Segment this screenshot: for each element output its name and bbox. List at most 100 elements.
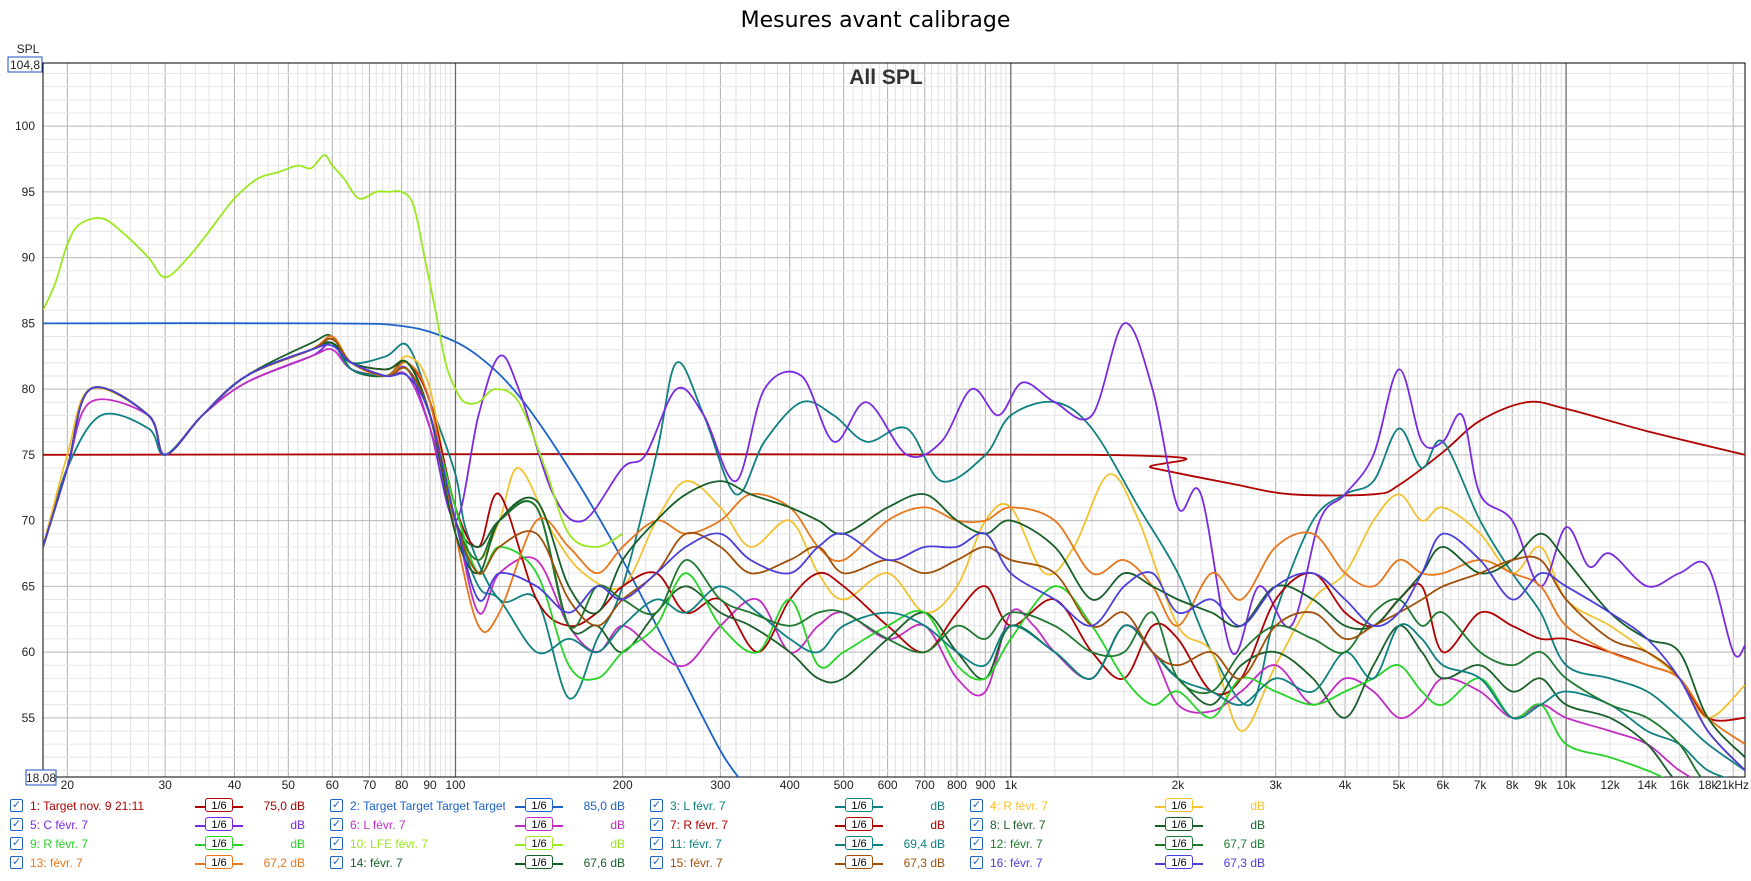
legend-smoothing-1[interactable]: 1/6 [195,798,243,814]
legend-label-4[interactable]: 4: R févr. 7 [990,799,1049,813]
plot-area[interactable]: 55 60 65 70 75 80 85 90 95 100 20 30 40 50 60 70 80 90 10… [0,0,1751,790]
legend-smoothing-14[interactable]: 1/6 [515,855,563,871]
x-tick-label: 2k [1172,778,1186,790]
legend-item-8: ✓ 8: L févr. 7 1/6 dB [970,815,1280,835]
legend-level-6: dB [610,818,625,832]
x-tick-label: 100 [445,778,465,790]
legend-item-3: ✓ 3: L févr. 7 1/6 dB [650,796,960,816]
x-min-readout-box[interactable]: 18,08 [25,769,57,786]
x-min-readout: 18,08 [26,771,56,785]
x-tick-label: 5k [1393,778,1407,790]
legend-smoothing-9[interactable]: 1/6 [195,836,243,852]
legend-smoothing-12[interactable]: 1/6 [1155,836,1203,852]
y-tick-label: 55 [22,711,36,725]
legend-item-4: ✓ 4: R févr. 7 1/6 dB [970,796,1280,816]
legend-smoothing-10[interactable]: 1/6 [515,836,563,852]
legend-smoothing-5[interactable]: 1/6 [195,817,243,833]
legend-label-15[interactable]: 15: févr. 7 [670,856,723,870]
legend-label-14[interactable]: 14: févr. 7 [350,856,403,870]
x-tick-label: 14k [1638,778,1658,790]
legend-level-16: 67,3 dB [1223,856,1265,870]
y-tick-label: 65 [22,579,36,593]
x-tick-label: 900 [975,778,995,790]
y-max-readout-box[interactable]: 104,8 [7,56,43,73]
x-tick-label: 6k [1437,778,1451,790]
legend: ✓ 1: Target nov. 9 21:11 1/6 75,0 dB ✓ 2: Tar… [10,796,1751,881]
legend-checkbox-6[interactable]: ✓ [330,818,343,831]
legend-smoothing-8[interactable]: 1/6 [1155,817,1203,833]
legend-label-1[interactable]: 1: Target nov. 9 21:11 [30,799,145,813]
legend-level-2: 85,0 dB [583,799,625,813]
legend-label-10[interactable]: 10: LFE févr. 7 [350,837,429,851]
y-tick-label: 90 [22,251,36,265]
x-tick-label: 200 [613,778,633,790]
x-tick-label: 60 [326,778,340,790]
legend-checkbox-15[interactable]: ✓ [650,856,663,869]
legend-label-12[interactable]: 12: févr. 7 [990,837,1043,851]
x-tick-label: 300 [710,778,730,790]
legend-item-10: ✓ 10: LFE févr. 7 1/6 dB [330,834,640,854]
y-tick-label: 95 [22,185,36,199]
legend-checkbox-12[interactable]: ✓ [970,837,983,850]
chart-title: Mesures avant calibrage [740,8,1011,33]
legend-item-16: ✓ 16: févr. 7 1/6 67,3 dB [970,853,1280,873]
legend-level-3: dB [930,799,945,813]
legend-checkbox-9[interactable]: ✓ [10,837,23,850]
legend-smoothing-2[interactable]: 1/6 [515,798,563,814]
y-axis-ticks: 55 60 65 70 75 80 85 90 95 100 [15,119,35,725]
legend-label-13[interactable]: 13: févr. 7 [30,856,83,870]
legend-label-7[interactable]: 7: R févr. 7 [670,818,729,832]
x-tick-label: 10k [1556,778,1576,790]
legend-smoothing-13[interactable]: 1/6 [195,855,243,871]
series-line-11 [43,341,1727,777]
legend-smoothing-16[interactable]: 1/6 [1155,855,1203,871]
legend-label-9[interactable]: 9: R févr. 7 [30,837,89,851]
legend-label-2[interactable]: 2: Target Target Target Target 1 [350,799,505,813]
x-tick-label: 40 [228,778,242,790]
legend-checkbox-16[interactable]: ✓ [970,856,983,869]
legend-checkbox-2[interactable]: ✓ [330,799,343,812]
x-tick-label: 20 [61,778,75,790]
legend-smoothing-15[interactable]: 1/6 [835,855,883,871]
legend-smoothing-6[interactable]: 1/6 [515,817,563,833]
series-line-10 [43,154,624,548]
x-tick-label: 9k [1534,778,1548,790]
legend-label-8[interactable]: 8: L févr. 7 [990,818,1046,832]
legend-checkbox-1[interactable]: ✓ [10,799,23,812]
x-tick-label: 50 [282,778,296,790]
legend-item-1: ✓ 1: Target nov. 9 21:11 1/6 75,0 dB [10,796,320,816]
y-tick-label: 85 [22,316,36,330]
series-line-7 [43,341,1745,722]
legend-label-6[interactable]: 6: L févr. 7 [350,818,406,832]
plot-frame [42,62,1746,778]
y-axis-label: SPL [17,42,40,56]
minor-grid [43,63,1745,777]
legend-checkbox-8[interactable]: ✓ [970,818,983,831]
legend-checkbox-14[interactable]: ✓ [330,856,343,869]
legend-smoothing-3[interactable]: 1/6 [835,798,883,814]
legend-checkbox-11[interactable]: ✓ [650,837,663,850]
legend-checkbox-3[interactable]: ✓ [650,799,663,812]
legend-level-10: dB [610,837,625,851]
legend-checkbox-5[interactable]: ✓ [10,818,23,831]
legend-level-13: 67,2 dB [263,856,305,870]
legend-checkbox-7[interactable]: ✓ [650,818,663,831]
legend-checkbox-13[interactable]: ✓ [10,856,23,869]
x-tick-label: 30 [158,778,172,790]
legend-label-3[interactable]: 3: L févr. 7 [670,799,726,813]
y-max-readout: 104,8 [10,58,40,72]
legend-smoothing-4[interactable]: 1/6 [1155,798,1203,814]
x-tick-label: 700 [915,778,935,790]
legend-label-16[interactable]: 16: févr. 7 [990,856,1043,870]
legend-level-8: dB [1250,818,1265,832]
x-tick-label: 400 [780,778,800,790]
legend-smoothing-7[interactable]: 1/6 [835,817,883,833]
legend-label-11[interactable]: 11: févr. 7 [670,837,722,851]
legend-checkbox-10[interactable]: ✓ [330,837,343,850]
legend-smoothing-11[interactable]: 1/6 [835,836,883,852]
legend-item-5: ✓ 5: C févr. 7 1/6 dB [10,815,320,835]
series-line-14 [43,341,1745,758]
legend-checkbox-4[interactable]: ✓ [970,799,983,812]
x-tick-label: 500 [834,778,854,790]
legend-label-5[interactable]: 5: C févr. 7 [30,818,89,832]
